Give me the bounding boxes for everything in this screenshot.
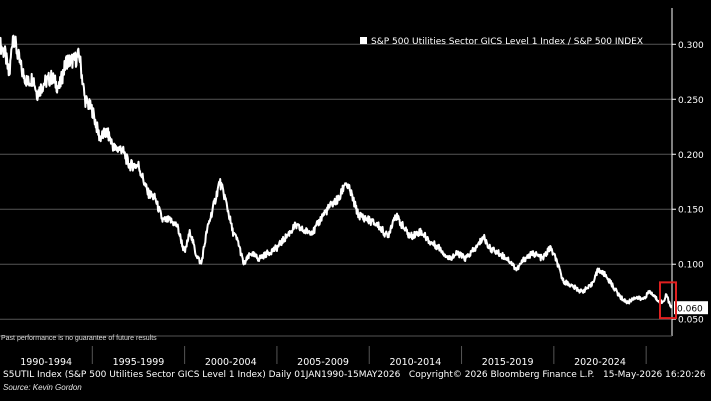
- legend-label: S&P 500 Utilities Sector GICS Level 1 In…: [371, 37, 643, 47]
- chart-footer: S5UTIL Index (S&P 500 Utilities Sector G…: [3, 370, 706, 380]
- x-tick-label: 2000-2004: [205, 357, 257, 368]
- disclaimer-text: Past performance is no guarantee of futu…: [1, 335, 157, 342]
- series-line: [0, 34, 673, 309]
- last-value-label: 0.060: [677, 305, 703, 315]
- y-tick-label: 0.100: [678, 261, 704, 271]
- source-credit: Source: Kevin Gordon: [3, 383, 82, 392]
- y-tick-label: 0.300: [678, 41, 704, 51]
- y-tick-label: 0.150: [678, 206, 704, 216]
- x-tick-label: 1990-1994: [20, 357, 72, 368]
- y-tick-label: 0.200: [678, 151, 704, 161]
- x-tick-label: 2010-2014: [389, 357, 441, 368]
- highlight-box: [659, 281, 677, 320]
- last-value-box: [674, 301, 708, 315]
- y-tick-label: 0.250: [678, 96, 704, 106]
- x-tick-label: 2020-2024: [574, 357, 626, 368]
- x-tick-label: 2015-2019: [482, 357, 534, 368]
- y-tick-label: 0.050: [678, 316, 704, 326]
- x-tick-label: 2005-2009: [297, 357, 349, 368]
- x-tick-label: 1995-1999: [113, 357, 165, 368]
- legend-swatch: [360, 37, 367, 44]
